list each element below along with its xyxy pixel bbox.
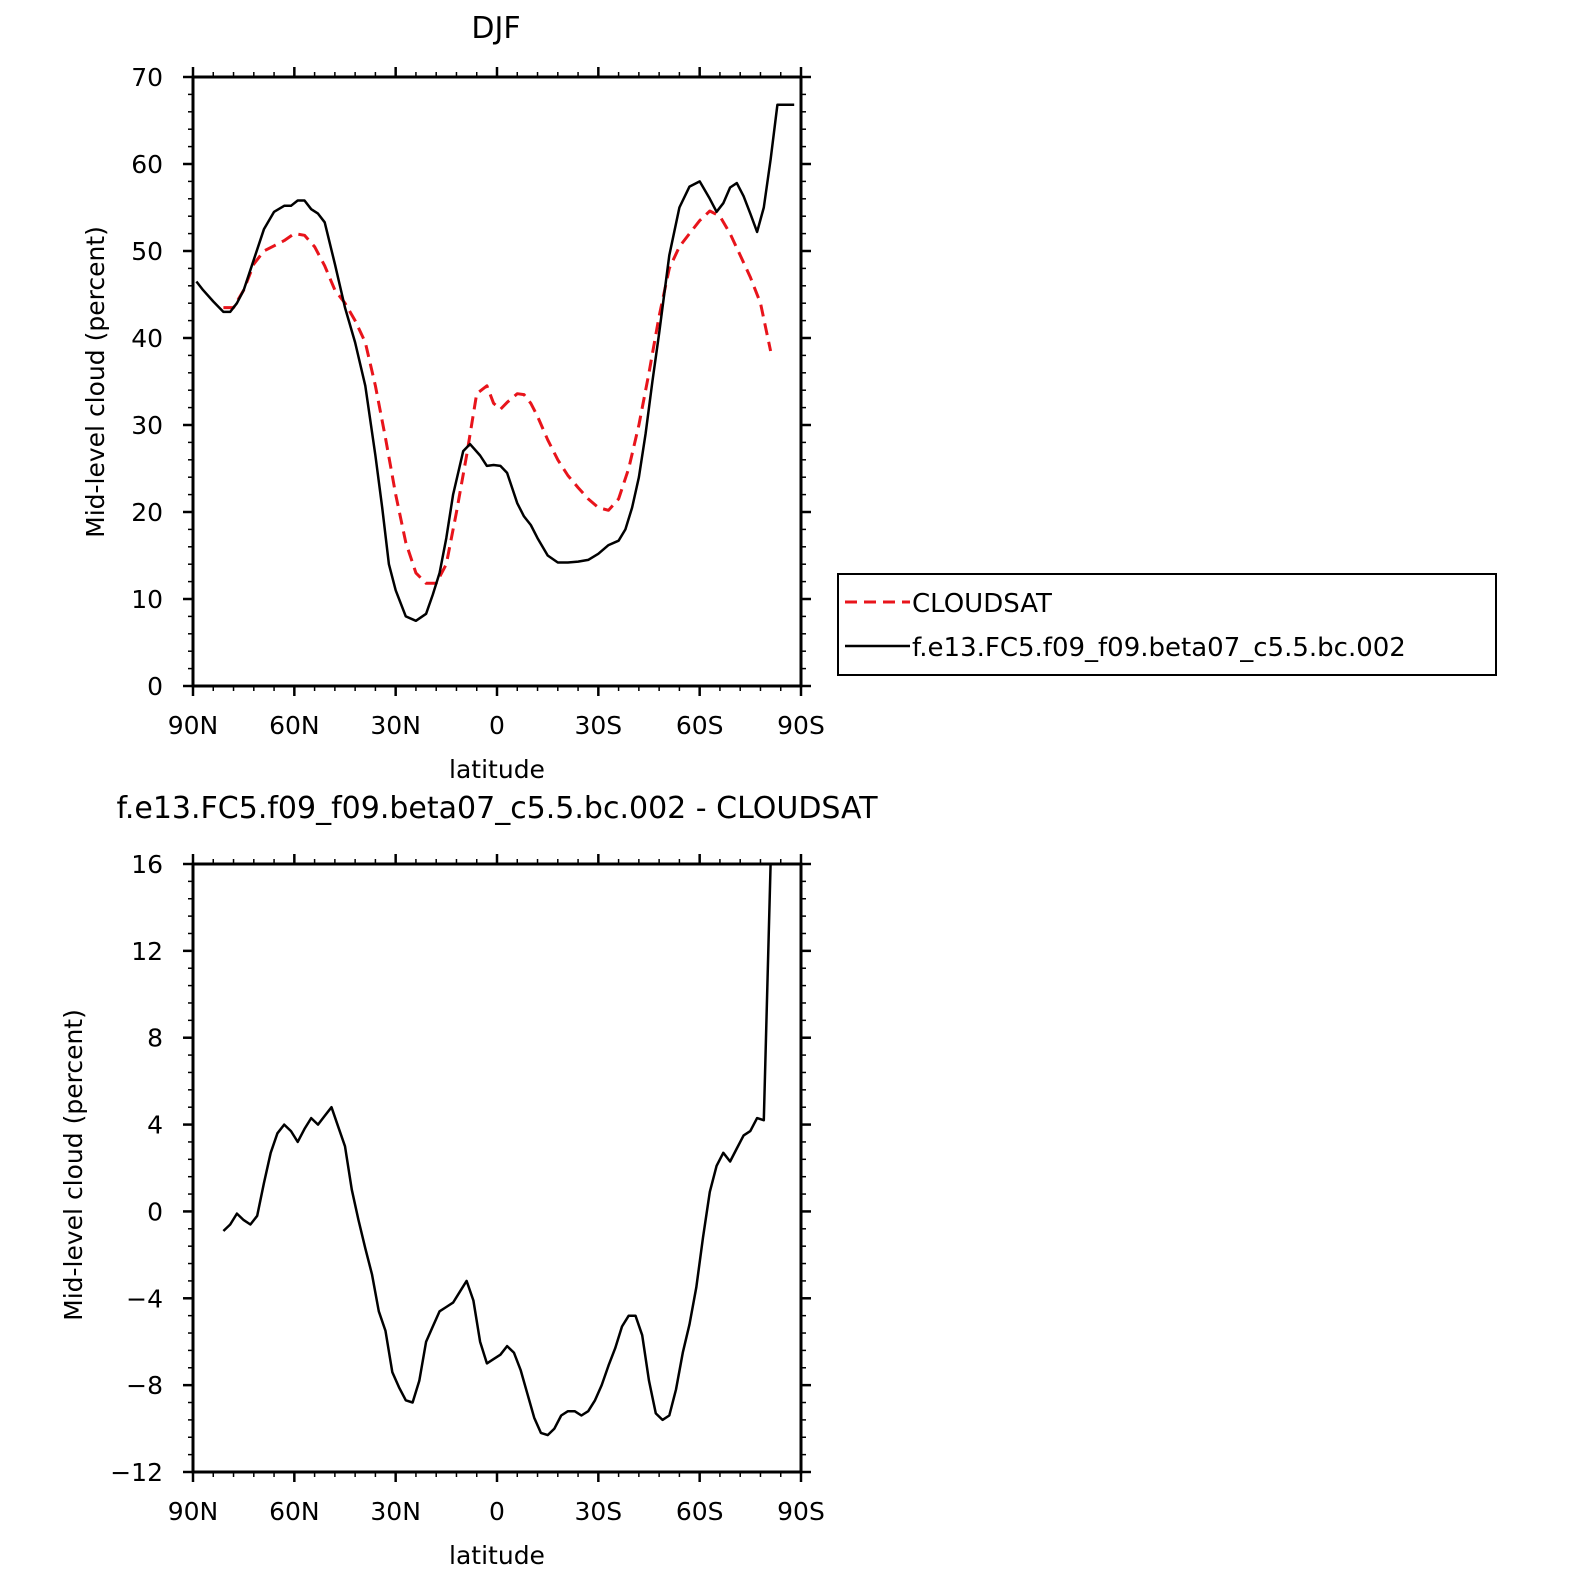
bottom-ticks: 90N 60N 30N 0 30S 60S 90S −12 −8 −4 0 4 8 12 16 — [110, 850, 825, 1526]
top-y-tick-label: 10 — [131, 585, 163, 614]
top-x-tick-label: 60S — [676, 711, 724, 740]
top-y-tick-label: 30 — [131, 411, 163, 440]
bottom-x-tick-label: 30S — [574, 1497, 622, 1526]
bottom-x-tick-label: 60N — [269, 1497, 320, 1526]
top-y-tick-label: 40 — [131, 324, 163, 353]
top-series-layer — [195, 103, 795, 623]
top-series-line-model — [195, 103, 795, 623]
top-series-line-cloudsat — [223, 209, 773, 585]
top-panel: DJF 90N 60N 30N 0 30S 60S 90S 0 10 20 30 40 50 60 70 l… — [81, 11, 825, 784]
bottom-x-tick-label: 0 — [489, 1497, 505, 1526]
bottom-y-tick-label: 8 — [147, 1024, 163, 1053]
top-x-tick-label: 90S — [777, 711, 825, 740]
top-ticks: 90N 60N 30N 0 30S 60S 90S 0 10 20 30 40 50 60 70 — [131, 63, 825, 740]
bottom-x-tick-label: 60S — [676, 1497, 724, 1526]
bottom-series-line-model — [222, 863, 772, 1437]
legend-label-cloudsat: CLOUDSAT — [912, 589, 1052, 619]
bottom-x-axis-label: latitude — [449, 1541, 545, 1570]
top-y-tick-label: 50 — [131, 237, 163, 266]
top-plot-frame — [191, 75, 803, 688]
bottom-plot-frame — [191, 862, 803, 1474]
top-x-tick-label: 0 — [489, 711, 505, 740]
bottom-y-tick-label: 0 — [147, 1197, 163, 1226]
bottom-y-tick-label: 4 — [147, 1111, 163, 1140]
top-x-axis-label: latitude — [449, 755, 545, 784]
top-x-tick-label: 90N — [168, 711, 219, 740]
legend-label-model: f.e13.FC5.f09_f09.beta07_c5.5.bc.002 — [912, 633, 1406, 663]
top-chart-title: DJF — [471, 11, 520, 46]
top-y-tick-label: 60 — [131, 150, 163, 179]
top-y-tick-label: 20 — [131, 498, 163, 527]
top-x-tick-label: 60N — [269, 711, 320, 740]
bottom-series-layer — [222, 863, 772, 1437]
bottom-y-tick-label: 16 — [131, 850, 163, 879]
bottom-y-tick-label: −8 — [126, 1371, 163, 1400]
top-x-tick-label: 30S — [574, 711, 622, 740]
bottom-chart-title: f.e13.FC5.f09_f09.beta07_c5.5.bc.002 - C… — [116, 791, 878, 826]
legend: CLOUDSAT f.e13.FC5.f09_f09.beta07_c5.5.b… — [837, 573, 1497, 676]
bottom-x-tick-label: 90N — [168, 1497, 219, 1526]
legend-box — [837, 573, 1497, 676]
top-y-tick-label: 70 — [131, 63, 163, 92]
bottom-y-tick-label: −12 — [110, 1458, 163, 1487]
bottom-y-axis-label: Mid-level cloud (percent) — [59, 1009, 88, 1321]
bottom-x-tick-label: 90S — [777, 1497, 825, 1526]
top-y-tick-label: 0 — [147, 672, 163, 701]
bottom-x-tick-label: 30N — [370, 1497, 421, 1526]
bottom-panel: f.e13.FC5.f09_f09.beta07_c5.5.bc.002 - C… — [59, 791, 878, 1570]
bottom-y-tick-label: 12 — [131, 937, 163, 966]
top-x-tick-label: 30N — [370, 711, 421, 740]
top-y-axis-label: Mid-level cloud (percent) — [81, 226, 110, 538]
bottom-y-tick-label: −4 — [126, 1284, 163, 1313]
